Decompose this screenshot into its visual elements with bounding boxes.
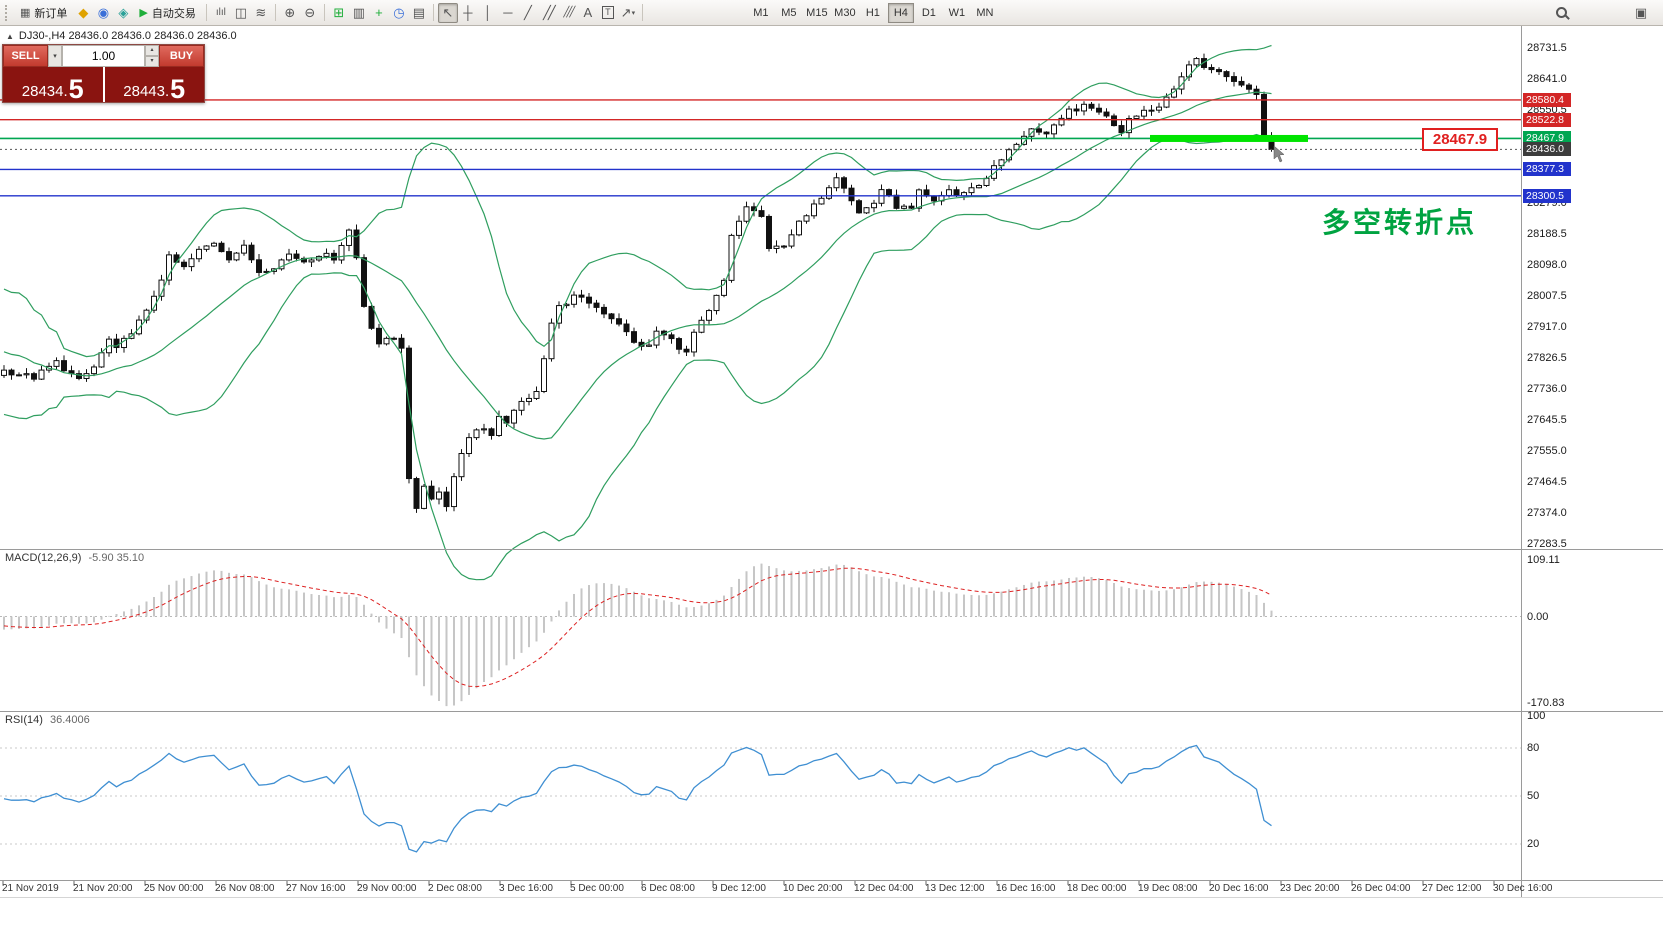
autotrading-button[interactable]: ▶ 自动交易 (133, 3, 201, 23)
rsi-value: 36.4006 (49, 714, 90, 726)
toolbar-separator (432, 4, 434, 21)
tile-windows-button[interactable]: ⊞ (333, 4, 345, 20)
buy-price-small: 28443. (123, 83, 170, 100)
price-badge[interactable]: 28300.5 (1523, 188, 1571, 203)
maximize-icon[interactable]: ▣ (1634, 4, 1648, 20)
fibonacci-button[interactable]: ╱╱╱ (563, 7, 575, 18)
toolbar-right-group: ▣ (1556, 3, 1651, 23)
macd-histogram (3, 563, 1273, 707)
candlestick-chart-button[interactable]: ◫ (234, 4, 248, 20)
timeframe-m1[interactable]: M1 (753, 6, 769, 19)
sell-price-large: 5 (68, 74, 84, 104)
toolbar-separator (205, 4, 207, 21)
crosshair-button[interactable]: ┼ (463, 5, 473, 20)
add-indicator-button[interactable]: + (375, 5, 383, 20)
toolbar-separator (323, 4, 325, 21)
cursor-button[interactable]: ↖ (437, 2, 458, 23)
trendline-button[interactable]: ╱ (523, 4, 532, 20)
volume-dropdown[interactable]: ▾ (48, 45, 62, 67)
rsi-label: RSI(14) (5, 714, 43, 726)
vertical-line-button[interactable]: │ (483, 5, 492, 20)
buy-button[interactable]: BUY (159, 45, 204, 67)
label-button[interactable]: T (598, 3, 618, 23)
autotrading-label: 自动交易 (151, 7, 196, 20)
toolbar-separator (274, 4, 276, 21)
trade-panel-prices: 28434. 5 28443. 5 (3, 67, 205, 104)
line-chart-button[interactable]: ≋ (255, 4, 267, 20)
timeframe-mn[interactable]: MN (976, 6, 994, 19)
indicators-list-button[interactable]: ▥ (352, 4, 366, 20)
new-order-icon: ▦ (20, 7, 31, 19)
toolbar-separator (641, 4, 643, 21)
data-window-icon[interactable]: ◉ (97, 4, 110, 20)
timeframe-m30[interactable]: M30 (834, 6, 856, 19)
chart-profile-icon[interactable]: ◆ (78, 4, 89, 20)
ohlc-text: DJ30-,H4 28436.0 28436.0 28436.0 28436.0 (18, 30, 237, 42)
volume-increase-button[interactable]: ▴ (145, 45, 159, 56)
navigator-icon[interactable]: ◈ (118, 4, 129, 20)
price-badge[interactable]: 28467.9 (1523, 131, 1571, 146)
toolbar: ▦ 新订单 ◆ ◉ ◈ ▶ 自动交易 ılıl ◫ ≋ ⊕ ⊖ ⊞ ▥ + ◷ … (0, 0, 1663, 26)
timeframe-w1[interactable]: W1 (948, 6, 966, 19)
sell-price[interactable]: 28434. 5 (3, 67, 103, 104)
one-click-trading-panel: SELL ▾ ▴ ▾ BUY 28434.5 28443.5 (2, 44, 205, 103)
timeframe-group: M1 M5 M15 M30 H1 H4 D1 W1 MN (747, 2, 999, 23)
arrow-tool-icon: ↗ (620, 4, 632, 20)
timeframe-h1[interactable]: H1 (865, 6, 880, 19)
sell-price-small: 28434. (21, 83, 68, 100)
price-badge[interactable]: 28436.0 (1523, 142, 1571, 157)
volume-input[interactable] (62, 45, 145, 67)
timeframe-d1[interactable]: D1 (921, 6, 936, 19)
macd-values: -5.90 35.10 (88, 552, 145, 564)
price-badge[interactable]: 28580.4 (1523, 92, 1571, 107)
new-order-label: 新订单 (34, 7, 68, 20)
arrows-button[interactable]: ↗ ▾ (618, 3, 638, 23)
buy-price[interactable]: 28443. 5 (105, 67, 205, 104)
expand-icon[interactable]: ▲ (6, 31, 14, 41)
chart-ohlc-header: ▲ DJ30-,H4 28436.0 28436.0 28436.0 28436… (6, 30, 237, 42)
bar-chart-button[interactable]: ılıl (215, 7, 226, 18)
candles (1, 53, 1275, 513)
price-divider (102, 67, 105, 102)
zoom-in-button[interactable]: ⊕ (284, 4, 296, 20)
period-button[interactable]: ◷ (393, 4, 405, 20)
price-badge[interactable]: 28522.8 (1523, 112, 1571, 127)
price-flag-label[interactable]: 28467.9 (1422, 128, 1498, 151)
timeframe-m15[interactable]: M15 (806, 6, 828, 19)
timeframe-h4[interactable]: H4 (887, 2, 914, 23)
price-badge[interactable]: 28377.3 (1523, 162, 1571, 177)
play-icon: ▶ (139, 7, 148, 19)
channel-button[interactable]: ╱╱ (543, 4, 556, 20)
text-button[interactable]: A (583, 5, 593, 20)
macd-label: MACD(12,26,9) (5, 552, 82, 564)
toolbar-grip (5, 4, 10, 21)
label-tool-icon: T (602, 6, 614, 19)
rsi-header: RSI(14) 36.4006 (5, 714, 90, 726)
sell-button[interactable]: SELL (3, 45, 48, 67)
trade-panel-controls: SELL ▾ ▴ ▾ BUY (3, 45, 204, 67)
template-button[interactable]: ▤ (412, 4, 426, 20)
macd-header: MACD(12,26,9) -5.90 35.10 (5, 552, 144, 564)
zoom-out-button[interactable]: ⊖ (304, 4, 316, 20)
volume-decrease-button[interactable]: ▾ (145, 56, 159, 67)
search-icon[interactable] (1556, 7, 1567, 18)
volume-spinner: ▴ ▾ (145, 45, 159, 67)
trend-annotation: 多空转折点 (1322, 207, 1478, 238)
chevron-down-icon: ▾ (631, 9, 636, 17)
buy-price-large: 5 (170, 74, 186, 104)
new-order-button[interactable]: ▦ 新订单 (14, 3, 73, 23)
timeframe-m5[interactable]: M5 (781, 6, 797, 19)
horizontal-line-button[interactable]: ─ (503, 5, 513, 20)
